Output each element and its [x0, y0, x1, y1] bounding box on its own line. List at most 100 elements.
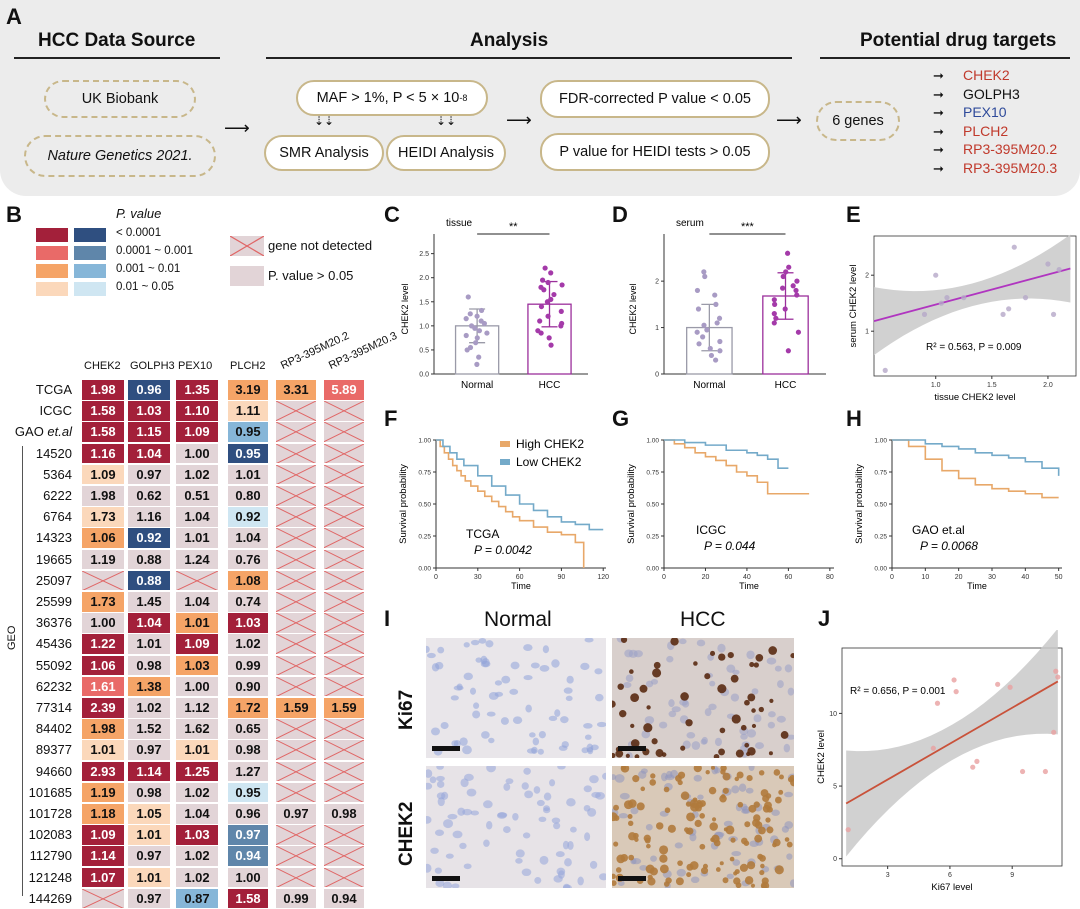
- cross-icon: [276, 825, 316, 845]
- nucleus: [589, 860, 598, 869]
- nucleus: [525, 704, 532, 713]
- y-axis-label: serum CHEK2 level: [848, 265, 859, 348]
- heatmap-cell: 1.00: [176, 443, 218, 464]
- cross-icon: [324, 528, 364, 549]
- cross-line: [276, 761, 316, 782]
- nucleus: [668, 710, 677, 718]
- scale-bar: [432, 746, 460, 751]
- ihc-hcc-col-label: HCC: [680, 608, 726, 631]
- nucleus: [738, 783, 747, 792]
- heatmap-cell-not-detected: [276, 655, 316, 676]
- y-tick-label: 0.25: [646, 534, 659, 541]
- nucleus: [521, 782, 529, 790]
- data-point: [779, 285, 786, 291]
- legend-red-swatch: [36, 228, 68, 242]
- heatmap-cell-not-detected: [276, 782, 316, 803]
- cross-icon: [276, 464, 316, 485]
- y-axis-label: CHEK2 level: [816, 730, 827, 784]
- nucleus: [731, 785, 740, 794]
- chart-h-gao-survival: 0.00 0.25 0.50 0.75 1.00 0 10 20 30 40 50 Time Survi…: [854, 438, 1063, 592]
- stained-nucleus: [708, 786, 717, 795]
- cross-icon: [324, 846, 364, 867]
- stained-nucleus: [750, 883, 756, 888]
- heatmap-cell-not-detected: [324, 719, 364, 739]
- heatmap-cell-not-detected: [324, 846, 364, 867]
- legend-blue-swatch: [74, 264, 106, 278]
- heatmap-cell-not-detected: [324, 549, 364, 570]
- heatmap-cell: 1.01: [176, 613, 218, 633]
- nucleus: [538, 816, 547, 822]
- data-point: [694, 329, 700, 335]
- heatmap-cell: 0.76: [228, 549, 268, 570]
- y-tick-label: 5: [833, 784, 837, 791]
- nucleus: [560, 716, 569, 724]
- heatmap-cell: 0.98: [324, 804, 364, 824]
- heatmap-cell: 0.97: [228, 825, 268, 845]
- data-point: [785, 348, 791, 354]
- cross-line: [176, 570, 218, 591]
- nucleus: [714, 737, 722, 747]
- nucleus: [580, 662, 590, 671]
- data-point: [786, 264, 792, 270]
- nucleus: [431, 727, 440, 736]
- data-point: [771, 320, 777, 326]
- data-point: [783, 269, 789, 275]
- heatmap-cell-not-detected: [324, 422, 364, 443]
- nucleus: [596, 721, 606, 728]
- nucleus: [466, 788, 477, 797]
- stained-nucleus: [627, 813, 633, 819]
- data-point: [1045, 261, 1051, 267]
- nucleus: [509, 688, 519, 695]
- x-tick-label: 0: [662, 574, 666, 581]
- nucleus: [538, 730, 546, 739]
- heatmap-cell: 1.12: [176, 698, 218, 718]
- heatmap-cell-not-detected: [276, 592, 316, 612]
- x-tick-label: 50: [1055, 574, 1063, 581]
- arrow-right-icon: ➞: [933, 161, 944, 176]
- heatmap-cell: 1.35: [176, 380, 218, 400]
- stained-nucleus: [773, 769, 781, 776]
- data-point: [944, 295, 950, 301]
- arrow-right-icon: ➞: [933, 123, 944, 139]
- cross-line: [276, 507, 316, 527]
- stained-nucleus: [759, 869, 765, 876]
- not-detected-label: gene not detected: [268, 238, 373, 253]
- x-tick-label: 0: [434, 574, 438, 581]
- stained-nucleus: [659, 864, 669, 874]
- stained-nucleus: [664, 807, 671, 814]
- nucleus: [676, 868, 686, 877]
- stained-nucleus: [741, 837, 748, 845]
- nucleus: [530, 662, 540, 669]
- y-axis-label: Survival probability: [398, 464, 409, 544]
- stained-nucleus: [659, 854, 668, 863]
- cross-line: [276, 613, 316, 633]
- data-point: [465, 294, 471, 300]
- data-point: [463, 332, 469, 339]
- nucleus: [450, 695, 459, 701]
- nucleus: [583, 785, 592, 793]
- x-tick-label: 40: [1021, 574, 1029, 581]
- stained-nucleus: [760, 789, 769, 797]
- data-point: [974, 758, 980, 764]
- nucleus: [697, 794, 704, 800]
- heatmap-cell: 1.03: [128, 401, 170, 421]
- nucleus: [434, 867, 442, 874]
- stained-nucleus: [615, 867, 622, 873]
- nucleus: [462, 808, 473, 816]
- nucleus: [503, 826, 511, 834]
- stained-nucleus: [772, 842, 777, 848]
- x-axis-label: Time: [967, 581, 987, 591]
- nucleus: [732, 669, 740, 675]
- data-point: [782, 306, 788, 312]
- ihc-normal-col-label: Normal: [484, 608, 552, 631]
- heatmap-row-label: 121248: [28, 869, 72, 885]
- cross-line: [276, 634, 316, 655]
- y-tick-label: 0.50: [874, 502, 887, 509]
- cross-icon: [276, 782, 316, 803]
- cross-line: [324, 740, 364, 761]
- nucleus: [731, 851, 742, 857]
- y-tick-label: 0.25: [418, 534, 431, 541]
- y-tick-label: 0.00: [418, 566, 431, 573]
- heatmap-cell-not-detected: [324, 507, 364, 527]
- data-point: [468, 323, 475, 329]
